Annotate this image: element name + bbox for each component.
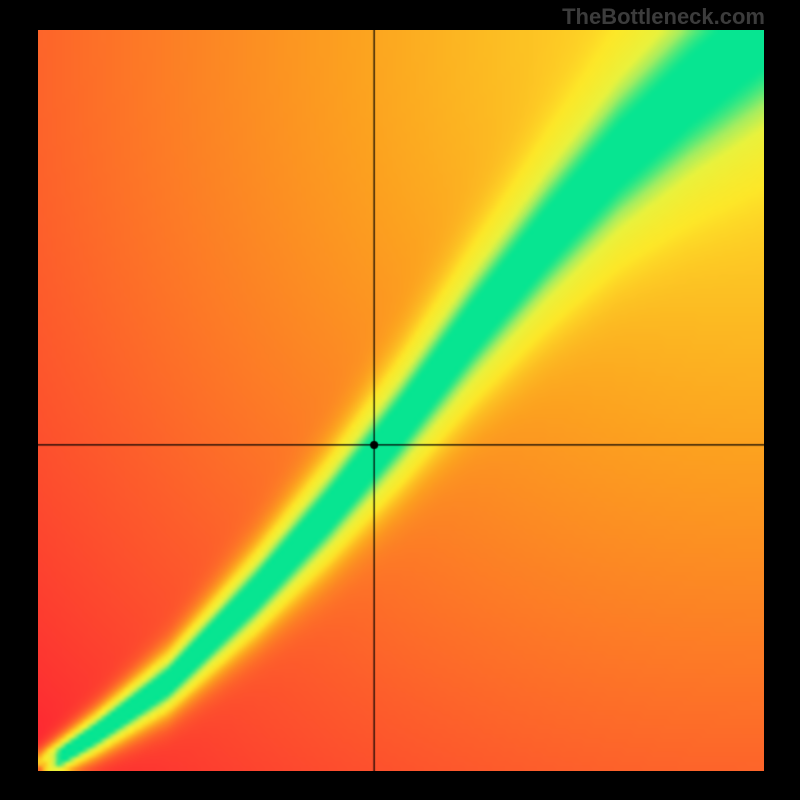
bottleneck-heatmap	[38, 30, 764, 771]
watermark-text: TheBottleneck.com	[562, 4, 765, 30]
chart-container: TheBottleneck.com	[0, 0, 800, 800]
